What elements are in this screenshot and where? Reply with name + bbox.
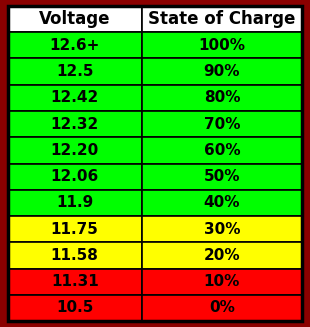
- Bar: [8, 242, 142, 268]
- Text: 60%: 60%: [204, 143, 240, 158]
- Text: 90%: 90%: [204, 64, 240, 79]
- Bar: [8, 32, 142, 59]
- Text: 12.32: 12.32: [51, 117, 99, 131]
- Text: 70%: 70%: [204, 117, 240, 131]
- Bar: [142, 216, 302, 242]
- Text: 0%: 0%: [209, 301, 235, 316]
- Bar: [8, 111, 142, 137]
- Bar: [142, 111, 302, 137]
- Text: 20%: 20%: [204, 248, 240, 263]
- Bar: [8, 85, 142, 111]
- Text: 11.31: 11.31: [51, 274, 99, 289]
- Text: 12.20: 12.20: [51, 143, 99, 158]
- Bar: [142, 85, 302, 111]
- Bar: [142, 32, 302, 59]
- Text: 10.5: 10.5: [56, 301, 93, 316]
- Text: 40%: 40%: [204, 196, 240, 210]
- Text: 10%: 10%: [204, 274, 240, 289]
- Bar: [8, 59, 142, 85]
- Bar: [8, 190, 142, 216]
- Text: 12.6+: 12.6+: [50, 38, 100, 53]
- Bar: [142, 268, 302, 295]
- Text: 80%: 80%: [204, 90, 240, 105]
- Text: 12.5: 12.5: [56, 64, 94, 79]
- Bar: [8, 295, 142, 321]
- Text: 11.9: 11.9: [56, 196, 93, 210]
- Bar: [8, 6, 142, 32]
- Text: State of Charge: State of Charge: [148, 10, 296, 28]
- Bar: [8, 164, 142, 190]
- Text: 30%: 30%: [204, 222, 240, 237]
- Text: 50%: 50%: [204, 169, 240, 184]
- Text: 11.75: 11.75: [51, 222, 99, 237]
- Text: 100%: 100%: [198, 38, 246, 53]
- Bar: [8, 268, 142, 295]
- Bar: [142, 190, 302, 216]
- Bar: [142, 164, 302, 190]
- Text: 12.06: 12.06: [51, 169, 99, 184]
- Text: Voltage: Voltage: [39, 10, 110, 28]
- Bar: [142, 6, 302, 32]
- Bar: [142, 242, 302, 268]
- Bar: [142, 295, 302, 321]
- Bar: [142, 137, 302, 164]
- Bar: [8, 216, 142, 242]
- Text: 12.42: 12.42: [51, 90, 99, 105]
- Bar: [142, 59, 302, 85]
- Bar: [8, 137, 142, 164]
- Text: 11.58: 11.58: [51, 248, 99, 263]
